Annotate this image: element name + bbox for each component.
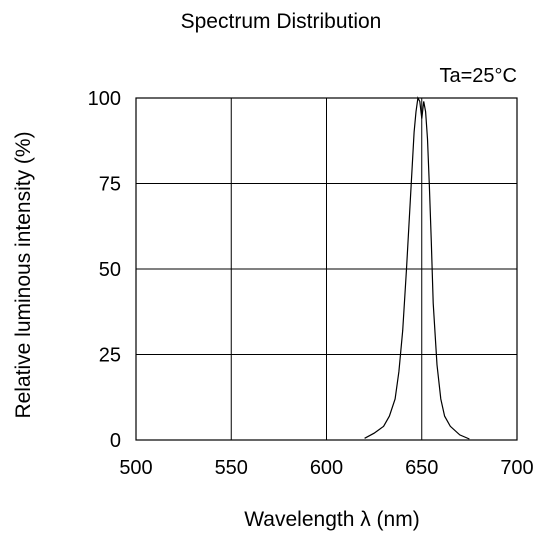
- y-tick-label: 50: [99, 259, 121, 281]
- x-tick-label: 700: [500, 457, 533, 479]
- y-tick-label: 0: [110, 430, 121, 452]
- x-axis-ticks: 500 550 600 650 700: [119, 457, 533, 479]
- x-tick-label: 650: [405, 457, 438, 479]
- x-tick-label: 600: [310, 457, 343, 479]
- x-axis-label: Wavelength λ (nm): [244, 508, 419, 531]
- x-tick-label: 550: [215, 457, 248, 479]
- y-axis-ticks: 0 25 50 75 100: [88, 88, 121, 452]
- y-axis-label: Relative luminous intensity (%): [12, 131, 35, 418]
- condition-annotation: Ta=25°C: [440, 65, 518, 87]
- y-tick-label: 100: [88, 88, 121, 110]
- x-tick-label: 500: [119, 457, 152, 479]
- grid-lines: [136, 98, 517, 440]
- y-tick-label: 75: [99, 174, 121, 196]
- spectrum-series-line: [364, 96, 470, 440]
- chart-title: Spectrum Distribution: [181, 10, 382, 33]
- y-tick-label: 25: [99, 345, 121, 367]
